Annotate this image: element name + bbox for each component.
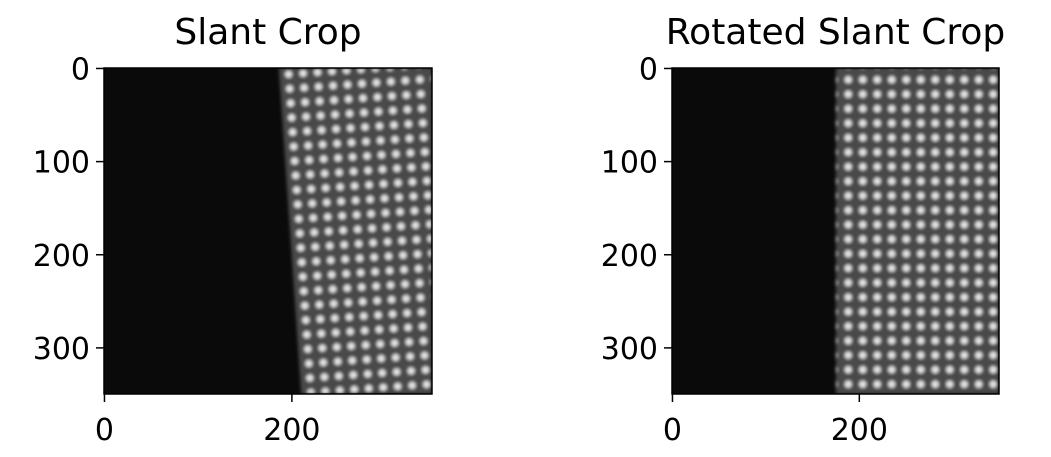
y-tick-label: 100 (33, 146, 90, 181)
chart-title: Slant Crop (174, 12, 361, 53)
x-tick-label: 200 (263, 413, 320, 448)
y-tick-label: 300 (33, 332, 90, 367)
image (672, 68, 999, 394)
y-tick-label: 200 (601, 239, 658, 274)
image (104, 68, 432, 394)
y-tick-label: 300 (601, 332, 658, 367)
x-tick-label: 0 (95, 413, 114, 448)
y-tick-label: 0 (71, 52, 90, 87)
chart-title: Rotated Slant Crop (666, 12, 1005, 53)
y-tick-label: 0 (639, 52, 658, 87)
x-tick-label: 0 (663, 413, 682, 448)
image-bright (836, 68, 999, 394)
y-tick-label: 100 (601, 146, 658, 181)
x-tick-label: 200 (831, 413, 888, 448)
figure: Slant Crop 0 100 200 300 0 200 Rotated Slant Cr… (0, 0, 1051, 457)
y-tick-label: 200 (33, 239, 90, 274)
image-bright (279, 68, 432, 394)
